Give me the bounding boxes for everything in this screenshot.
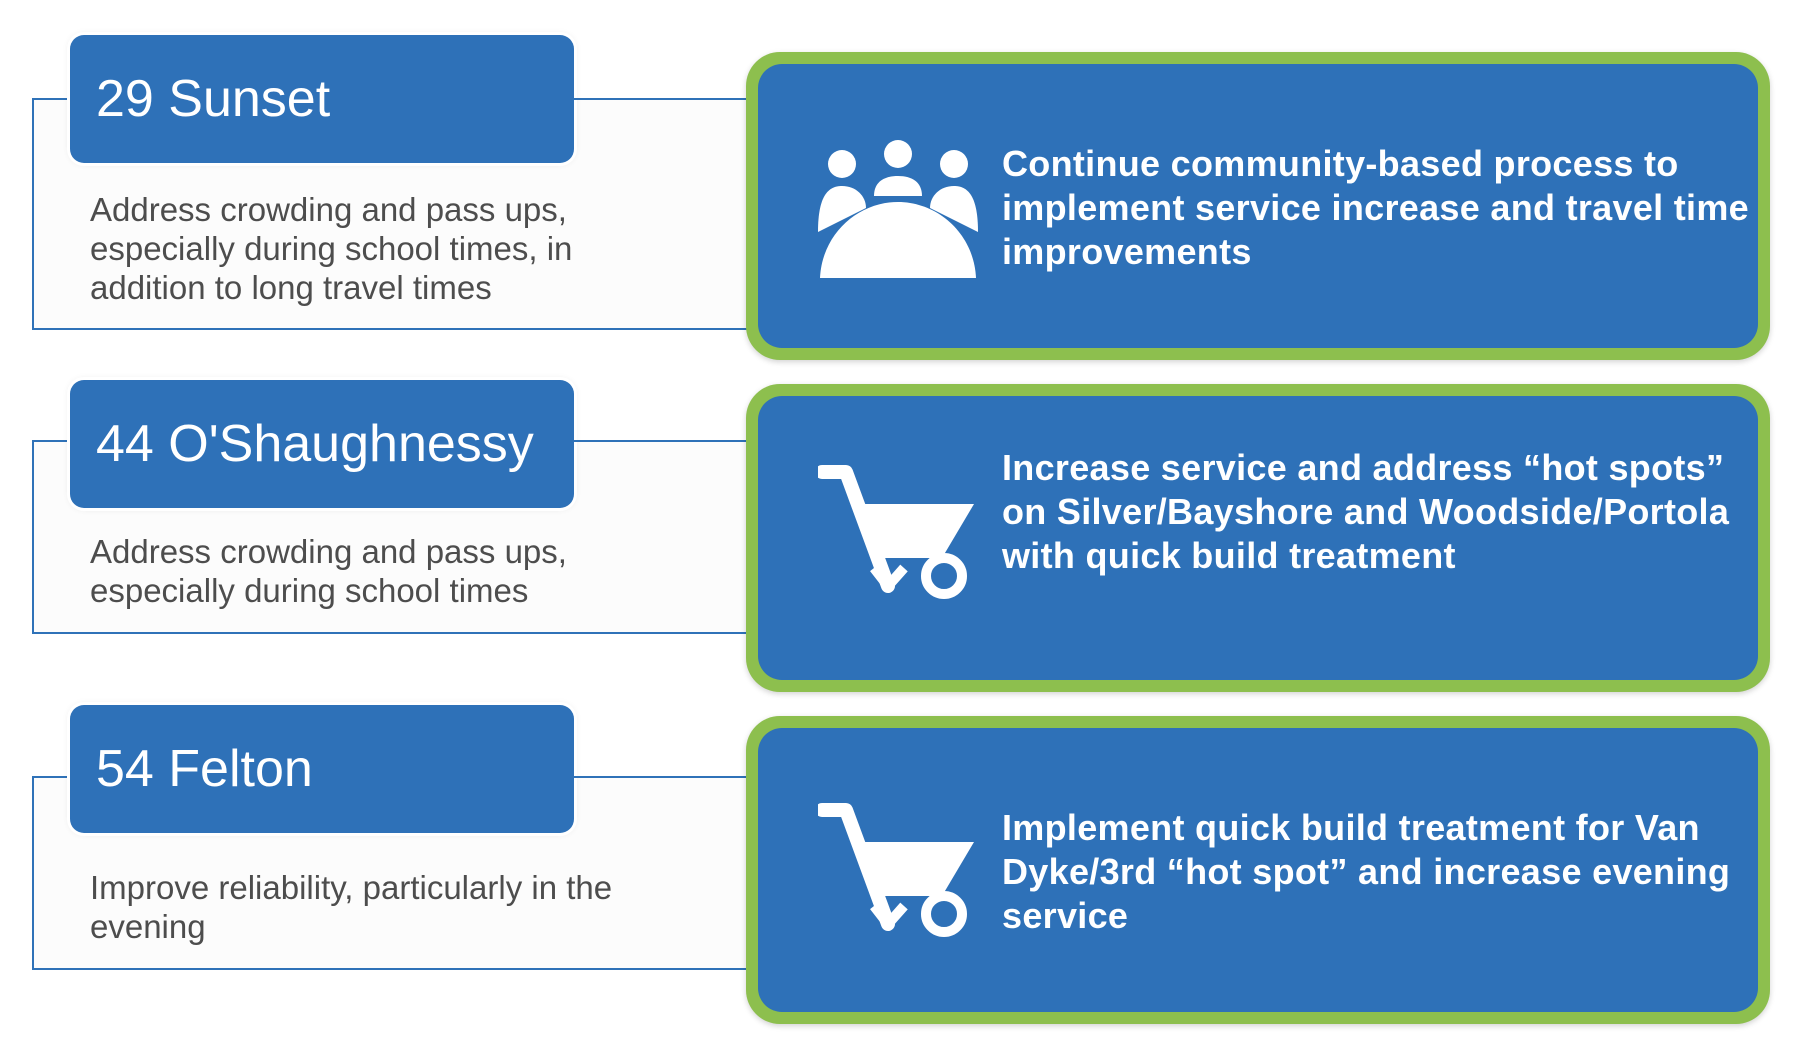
route-title-box: 44 O'Shaughnessy <box>70 380 574 508</box>
action-box-inner: Increase service and address “hot spots”… <box>758 396 1758 680</box>
people-group-icon <box>818 140 978 278</box>
action-box-inner: Implement quick build treatment for Van … <box>758 728 1758 1012</box>
action-box: Continue community-based process to impl… <box>746 52 1770 360</box>
route-connector-line <box>574 440 752 442</box>
action-box-inner: Continue community-based process to impl… <box>758 64 1758 348</box>
wheelbarrow-icon <box>818 465 974 599</box>
route-connector-line <box>574 776 752 778</box>
action-text: Increase service and address “hot spots”… <box>1002 447 1730 576</box>
route-title-box: 29 Sunset <box>70 35 574 163</box>
route-issue-text: Improve reliability, particularly in the… <box>90 869 613 945</box>
action-box: Implement quick build treatment for Van … <box>746 716 1770 1024</box>
route-issue-text: Address crowding and pass ups, especiall… <box>90 191 573 306</box>
action-text: Implement quick build treatment for Van … <box>1002 807 1731 936</box>
action-text: Continue community-based process to impl… <box>1002 143 1749 272</box>
route-title-box: 54 Felton <box>70 705 574 833</box>
route-connector-line <box>574 98 752 100</box>
route-issue-text: Address crowding and pass ups, especiall… <box>90 533 567 609</box>
action-box: Increase service and address “hot spots”… <box>746 384 1770 692</box>
wheelbarrow-icon <box>818 803 974 937</box>
